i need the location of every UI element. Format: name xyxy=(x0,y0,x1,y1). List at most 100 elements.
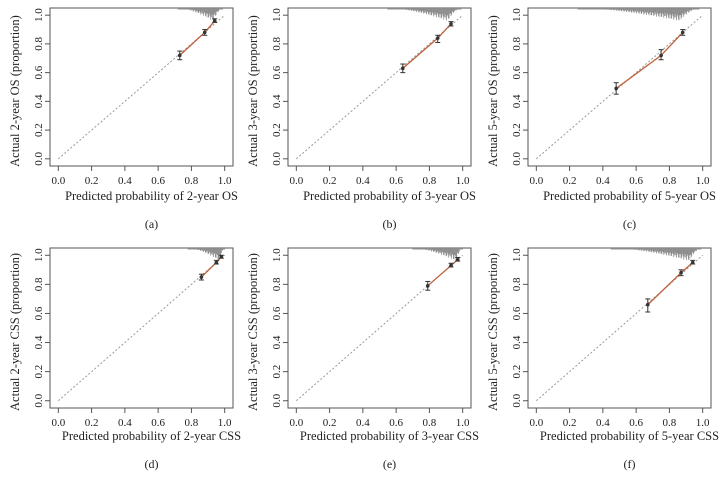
calibration-point xyxy=(202,30,207,35)
y-tick-label: 0.8 xyxy=(271,37,283,51)
x-tick-label: 0.8 xyxy=(663,175,677,187)
x-tick-label: 1.0 xyxy=(218,417,232,429)
x-tick-label: 0.2 xyxy=(85,175,99,187)
y-tick-label: 0.2 xyxy=(33,123,45,137)
y-tick-label: 0.2 xyxy=(271,123,283,137)
y-tick-label: 0.0 xyxy=(511,393,523,407)
y-tick-label: 0.6 xyxy=(271,65,283,79)
x-axis-label: Predicted probability of 3-year OS xyxy=(303,189,476,203)
x-tick-label: 0.0 xyxy=(51,417,65,429)
y-tick-label: 0.0 xyxy=(33,151,45,165)
ideal-reference-line xyxy=(57,254,226,402)
calibration-point xyxy=(614,86,618,91)
x-axis-label: Predicted probability of 3-year CSS xyxy=(300,429,479,443)
y-tick-label: 0.4 xyxy=(271,335,283,349)
panel-label: (f) xyxy=(624,457,636,471)
x-tick-label: 0.2 xyxy=(323,417,337,429)
calibration-point xyxy=(690,260,695,265)
panel-f: 0.00.00.20.20.40.40.60.60.80.81.01.0Pred… xyxy=(486,247,719,471)
panel-label: (d) xyxy=(145,457,159,471)
x-tick-label: 0.2 xyxy=(323,175,337,187)
calibration-point xyxy=(659,53,663,58)
panel-label: (c) xyxy=(623,217,636,231)
calibration-point xyxy=(212,19,217,23)
x-tick-label: 0.4 xyxy=(356,417,370,429)
y-tick-label: 1.0 xyxy=(33,8,45,22)
y-tick-label: 0.2 xyxy=(33,365,45,379)
x-tick-label: 0.4 xyxy=(118,417,132,429)
calibration-point xyxy=(679,270,683,275)
x-tick-label: 0.2 xyxy=(563,417,577,429)
calibration-point xyxy=(449,263,453,268)
y-tick-label: 1.0 xyxy=(271,8,283,22)
x-axis-label: Predicted probability of 2-year OS xyxy=(65,189,238,203)
x-tick-label: 0.6 xyxy=(151,417,165,429)
panel-label: (a) xyxy=(145,217,158,231)
x-tick-label: 0.0 xyxy=(529,175,543,187)
x-axis-label: Predicted probability of 5-year OS xyxy=(543,189,716,203)
ideal-reference-line xyxy=(535,254,704,402)
calibration-line xyxy=(647,262,694,306)
y-tick-label: 0.4 xyxy=(511,94,523,108)
y-axis-label: Actual 5-year CSS (proportion) xyxy=(486,253,500,411)
panel-b: 0.0 0.0 0.2 0.2 0.4 0.4 0.6 0.6 0.8 0.8 1.0 1.0 Pred… xyxy=(246,7,476,231)
plot-frame xyxy=(49,7,234,167)
x-tick-label: 0.8 xyxy=(423,417,437,429)
y-axis-label: Actual 3-year OS (proportion) xyxy=(246,15,260,167)
y-tick-label: 0.4 xyxy=(33,335,45,349)
panel-label: (b) xyxy=(383,217,397,231)
x-tick-label: 0.6 xyxy=(629,417,643,429)
x-tick-label: 0.0 xyxy=(51,175,65,187)
x-tick-label: 1.0 xyxy=(218,175,232,187)
calibration-point xyxy=(177,53,182,58)
y-axis-label: Actual 2-year OS (proportion) xyxy=(8,15,22,167)
y-tick-label: 0.0 xyxy=(511,151,523,165)
calibration-point xyxy=(214,260,219,265)
x-tick-label: 0.0 xyxy=(289,175,303,187)
y-tick-label: 1.0 xyxy=(33,248,45,262)
y-axis-label: Actual 3-year CSS (proportion) xyxy=(246,253,260,411)
x-tick-label: 0.4 xyxy=(596,417,610,429)
plot-frame xyxy=(49,247,234,409)
x-tick-label: 0.8 xyxy=(185,175,199,187)
y-tick-label: 0.6 xyxy=(511,306,523,320)
y-tick-label: 0.4 xyxy=(271,94,283,108)
y-tick-label: 1.0 xyxy=(511,8,523,22)
calibration-point xyxy=(680,30,685,35)
x-tick-label: 0.6 xyxy=(151,175,165,187)
x-tick-label: 0.6 xyxy=(389,175,403,187)
y-tick-label: 0.8 xyxy=(33,277,45,291)
calibration-point xyxy=(199,275,204,279)
y-tick-label: 0.0 xyxy=(271,393,283,407)
panel-d: 0.00.00.20.20.40.40.60.60.80.81.01.0Pred… xyxy=(8,247,241,471)
x-tick-label: 0.4 xyxy=(596,175,610,187)
calibration-point xyxy=(435,36,440,40)
x-axis-label: Predicted probability of 2-year CSS xyxy=(62,429,241,443)
y-tick-label: 1.0 xyxy=(511,248,523,262)
y-axis-label: Actual 2-year CSS (proportion) xyxy=(8,253,22,411)
panel-a: 0.0 0.0 0.2 0.2 0.4 0.4 0.6 0.6 0.8 0.8 1.0 1.0 Pred… xyxy=(8,7,238,231)
x-tick-label: 0.8 xyxy=(185,417,199,429)
x-tick-label: 1.0 xyxy=(456,175,470,187)
calibration-line xyxy=(179,20,216,56)
panel-label: (e) xyxy=(383,457,396,471)
panel-c: 0.0 0.0 0.2 0.2 0.4 0.4 0.6 0.6 0.8 0.8 1.0 1.0 Pred… xyxy=(486,7,716,231)
x-tick-label: 0.6 xyxy=(629,175,643,187)
x-tick-label: 1.0 xyxy=(456,417,470,429)
x-tick-label: 0.2 xyxy=(85,417,99,429)
calibration-point xyxy=(645,302,650,307)
ideal-reference-line xyxy=(295,14,464,160)
calibration-point xyxy=(449,22,453,26)
y-tick-label: 0.6 xyxy=(33,65,45,79)
y-tick-label: 0.8 xyxy=(511,277,523,291)
calibration-point xyxy=(455,257,460,262)
ideal-reference-line xyxy=(535,14,704,160)
x-tick-label: 0.6 xyxy=(389,417,403,429)
y-tick-label: 0.2 xyxy=(511,123,523,137)
y-tick-label: 0.2 xyxy=(511,365,523,379)
plot-frame xyxy=(287,247,472,409)
y-tick-label: 0.6 xyxy=(271,306,283,320)
y-tick-label: 0.4 xyxy=(33,94,45,108)
ideal-reference-line xyxy=(57,14,226,160)
